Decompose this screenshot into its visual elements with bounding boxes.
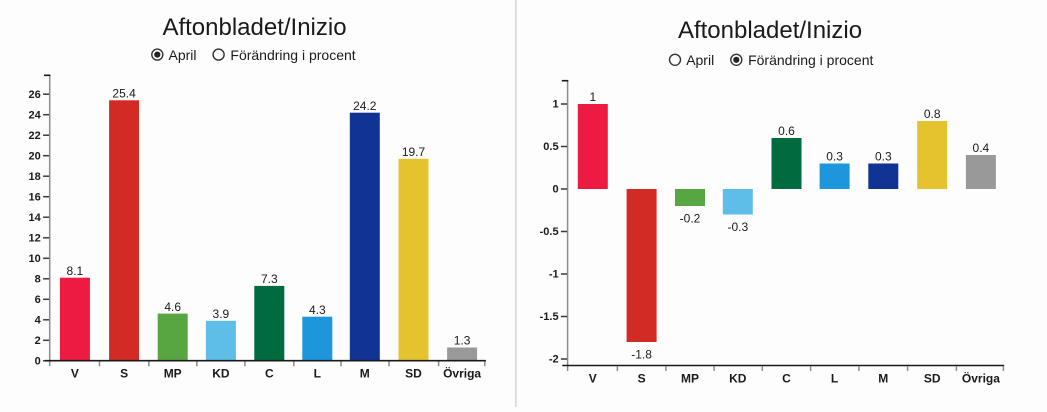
svg-text:0.3: 0.3 (826, 150, 843, 164)
svg-text:Övriga: Övriga (443, 366, 481, 381)
svg-text:-0.2: -0.2 (680, 212, 701, 226)
svg-text:S: S (120, 367, 128, 381)
svg-text:V: V (71, 367, 79, 381)
svg-text:M: M (878, 372, 888, 386)
svg-text:MP: MP (681, 372, 699, 386)
svg-text:18: 18 (29, 171, 41, 183)
svg-text:Övriga: Övriga (962, 371, 1000, 386)
svg-text:24.2: 24.2 (353, 99, 377, 113)
svg-text:6: 6 (35, 294, 41, 306)
svg-text:24: 24 (29, 109, 42, 121)
svg-text:KD: KD (729, 372, 747, 386)
svg-text:3.9: 3.9 (213, 307, 230, 321)
svg-text:April: April (169, 47, 197, 63)
svg-text:Aftonbladet/Inizio: Aftonbladet/Inizio (678, 17, 862, 44)
svg-text:26: 26 (29, 89, 41, 101)
svg-text:C: C (782, 372, 791, 386)
svg-text:SD: SD (405, 367, 422, 381)
svg-text:SD: SD (924, 372, 941, 386)
svg-text:Förändring i procent: Förändring i procent (748, 52, 873, 68)
svg-text:25.4: 25.4 (112, 87, 136, 101)
svg-text:KD: KD (212, 367, 230, 381)
svg-text:0.6: 0.6 (778, 124, 795, 138)
svg-text:7.3: 7.3 (261, 272, 278, 286)
svg-text:L: L (831, 372, 838, 386)
svg-text:22: 22 (29, 130, 41, 142)
svg-text:Aftonbladet/Inizio: Aftonbladet/Inizio (162, 14, 346, 41)
svg-text:1: 1 (552, 99, 558, 111)
svg-text:C: C (265, 367, 274, 381)
svg-text:20: 20 (29, 150, 41, 162)
svg-text:0.5: 0.5 (543, 141, 558, 153)
svg-text:S: S (638, 372, 646, 386)
svg-text:0.4: 0.4 (973, 141, 990, 155)
svg-text:0: 0 (552, 184, 558, 196)
svg-text:1.3: 1.3 (454, 334, 471, 348)
svg-text:2: 2 (35, 335, 41, 347)
svg-text:-2: -2 (549, 354, 559, 366)
svg-text:16: 16 (29, 191, 41, 203)
svg-text:1: 1 (589, 90, 596, 104)
svg-text:April: April (686, 52, 714, 68)
svg-text:V: V (589, 372, 597, 386)
svg-text:19.7: 19.7 (402, 145, 426, 159)
svg-text:-0.5: -0.5 (540, 226, 559, 238)
svg-text:0: 0 (35, 355, 41, 367)
svg-text:Förändring i procent: Förändring i procent (230, 47, 355, 63)
svg-text:4: 4 (35, 314, 42, 326)
svg-text:MP: MP (164, 367, 182, 381)
svg-text:12: 12 (29, 232, 41, 244)
svg-text:14: 14 (29, 212, 42, 224)
svg-text:4.6: 4.6 (164, 300, 181, 314)
svg-text:10: 10 (29, 253, 41, 265)
svg-text:8.1: 8.1 (67, 264, 84, 278)
svg-text:-1.5: -1.5 (540, 311, 559, 323)
svg-text:-0.3: -0.3 (727, 220, 748, 234)
svg-text:0.8: 0.8 (924, 107, 941, 121)
svg-text:M: M (360, 367, 370, 381)
svg-text:0.3: 0.3 (875, 150, 892, 164)
svg-text:-1.8: -1.8 (631, 348, 652, 362)
svg-text:-1: -1 (549, 269, 559, 281)
svg-text:L: L (314, 367, 321, 381)
svg-text:8: 8 (35, 273, 41, 285)
svg-text:4.3: 4.3 (309, 303, 326, 317)
